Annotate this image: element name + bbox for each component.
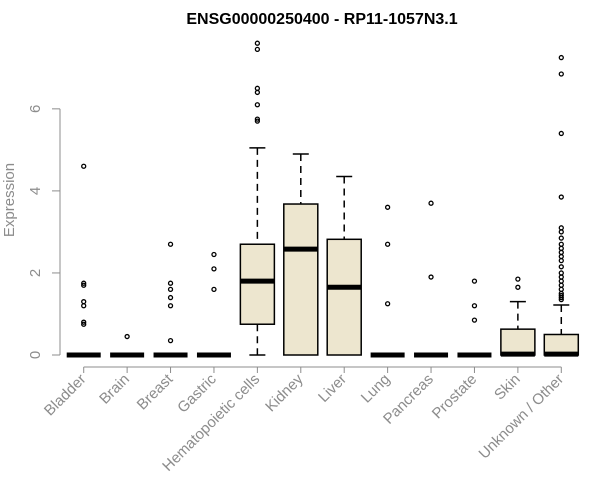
outlier-point [558, 253, 564, 260]
outlier-point [211, 286, 217, 293]
outlier-point [167, 337, 174, 344]
outlier-point [81, 321, 87, 327]
outlier-point [428, 200, 434, 206]
outlier-point [515, 284, 521, 290]
outlier-point [81, 282, 87, 288]
outlier-point [384, 301, 391, 307]
outlier-point [81, 319, 87, 325]
box-gastric [196, 251, 231, 358]
outlier-point [81, 299, 87, 305]
y-tick-label: 2 [27, 269, 44, 277]
x-tick-label: Bladder [41, 371, 90, 420]
outlier-point [558, 71, 564, 77]
outlier-point [558, 257, 564, 264]
outlier-point [558, 235, 564, 241]
y-tick-label: 6 [27, 105, 44, 113]
box-breast [153, 241, 188, 358]
outlier-point [558, 249, 564, 256]
box-iqr [326, 238, 362, 356]
outlier-point [558, 130, 564, 137]
x-tick-label: Liver [315, 371, 350, 406]
box-series [66, 40, 580, 358]
box-skin [500, 276, 536, 357]
outlier-point [254, 89, 261, 96]
box-kidney [283, 153, 319, 356]
x-tick-label: Brain [96, 371, 133, 408]
outlier-point [471, 317, 478, 323]
outlier-point [471, 303, 478, 309]
outlier-point [558, 229, 564, 235]
outlier-point [558, 282, 564, 288]
outlier-point [558, 278, 564, 284]
y-axis: 0 2 4 6 [27, 105, 61, 359]
outlier-point [515, 276, 521, 282]
box-hematopoietic-cells [239, 40, 276, 356]
outlier-point [254, 102, 261, 108]
outlier-point [254, 116, 261, 122]
outlier-point [428, 274, 434, 280]
outlier-point [254, 85, 261, 91]
box-iqr [500, 328, 536, 356]
outlier-point [254, 40, 261, 46]
outlier-point [81, 303, 87, 309]
outlier-point [558, 286, 564, 293]
box-lung [370, 204, 405, 358]
outlier-point [558, 245, 564, 251]
outlier-point [558, 270, 564, 276]
outlier-point [124, 333, 130, 340]
x-tick-label: Prostate [429, 371, 481, 423]
outlier-point [558, 194, 564, 200]
outlier-point [81, 280, 87, 286]
box-pancreas [414, 200, 449, 358]
outlier-point [167, 294, 174, 301]
outlier-point [558, 225, 564, 231]
box-bladder [66, 163, 101, 358]
x-tick-label: Kidney [262, 370, 307, 415]
outlier-point [211, 251, 217, 258]
box-brain [110, 333, 145, 358]
box-unknown-other [543, 54, 580, 357]
outlier-point [558, 264, 564, 270]
outlier-point [558, 54, 564, 61]
outlier-point [384, 241, 391, 247]
x-tick-label: Lung [358, 371, 394, 407]
outlier-point [558, 296, 564, 303]
outlier-point [167, 280, 174, 286]
box-iqr [283, 203, 319, 356]
outlier-point [558, 274, 564, 280]
outlier-point [167, 303, 174, 309]
outlier-point [558, 241, 564, 247]
y-tick-label: 4 [27, 187, 44, 195]
box-prostate [457, 278, 492, 358]
outlier-point [471, 278, 478, 284]
chart-title: ENSG00000250400 - RP11-1057N3.1 [186, 11, 457, 28]
outlier-point [81, 163, 87, 169]
outlier-point [254, 118, 261, 124]
outlier-point [211, 266, 217, 272]
y-axis-label: Expression [1, 163, 18, 237]
x-tick-label: Breast [134, 370, 177, 413]
y-tick-label: 0 [27, 351, 44, 359]
box-liver [326, 175, 362, 356]
x-tick-label: Skin [491, 371, 524, 404]
outlier-point [167, 241, 174, 247]
outlier-point [558, 294, 564, 301]
box-iqr [239, 243, 276, 325]
outlier-point [254, 46, 261, 53]
outlier-point [167, 286, 174, 293]
outlier-point [384, 204, 391, 210]
